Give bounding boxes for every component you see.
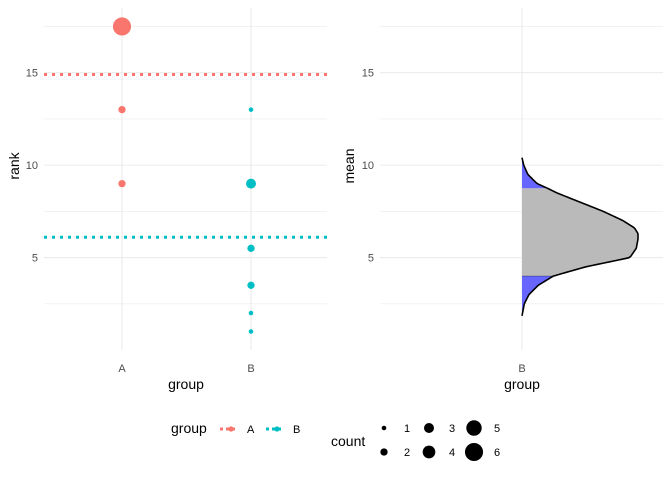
legend-count-key-2	[380, 448, 388, 456]
left-y-axis-title: rank	[6, 151, 22, 179]
legend-count: count 1 2 3 4 5 6	[331, 420, 500, 462]
left-y-tick-label: 5	[32, 253, 38, 265]
density-outline	[521, 157, 639, 316]
legend-count-label-6: 6	[494, 447, 500, 459]
left-grid	[44, 8, 327, 350]
point-b	[247, 281, 255, 289]
right-y-tick-label: 5	[368, 253, 374, 265]
legend-count-key-5	[466, 420, 482, 436]
right-x-ticks: B	[518, 363, 525, 375]
right-y-axis-title: mean	[341, 148, 357, 183]
density-lower-tail	[522, 276, 554, 316]
left-y-tick-label: 15	[26, 68, 38, 80]
legend-count-label-4: 4	[449, 447, 455, 459]
legend-count-label-3: 3	[449, 423, 455, 435]
right-y-ticks: 5 10 15	[362, 68, 374, 265]
legend-group-title: group	[171, 420, 207, 436]
point-a	[112, 17, 132, 36]
left-x-axis-title: group	[168, 376, 204, 392]
point-b	[248, 310, 254, 316]
point-b	[246, 178, 256, 189]
right-x-tick-label: B	[518, 363, 525, 375]
left-y-ticks: 5 10 15	[26, 68, 38, 265]
left-y-tick-label: 10	[26, 160, 38, 172]
left-reference-lines	[44, 73, 327, 239]
right-panel: 5 10 15 B group mean	[341, 8, 663, 392]
left-points	[112, 17, 256, 334]
point-b	[248, 329, 254, 334]
legend-count-key-3	[424, 423, 434, 433]
point-b	[247, 244, 255, 252]
legend-group: group A B	[171, 420, 300, 436]
legend-count-key-6	[464, 442, 484, 462]
legend-count-label-1: 1	[404, 423, 410, 435]
legend-count-key-1	[381, 425, 387, 431]
right-grid	[380, 8, 663, 350]
legend-key-point-b	[274, 426, 280, 432]
legend-key-point-a	[228, 426, 234, 432]
right-y-tick-label: 15	[362, 68, 374, 80]
legend-count-label-2: 2	[404, 447, 410, 459]
legend-label-a: A	[247, 424, 255, 436]
density-interval	[522, 188, 638, 277]
left-x-tick-label: A	[118, 363, 126, 375]
right-y-tick-label: 10	[362, 160, 374, 172]
point-b	[248, 107, 254, 112]
legend-count-title: count	[331, 433, 365, 449]
point-a	[118, 179, 126, 188]
density-upper-tail	[522, 157, 548, 189]
right-density	[521, 157, 639, 316]
legend-label-b: B	[293, 424, 300, 436]
right-x-axis-title: group	[504, 376, 540, 392]
legend-count-label-5: 5	[494, 423, 500, 435]
left-x-tick-label: B	[247, 363, 254, 375]
point-a	[118, 106, 126, 114]
legend-count-key-4	[422, 445, 436, 459]
